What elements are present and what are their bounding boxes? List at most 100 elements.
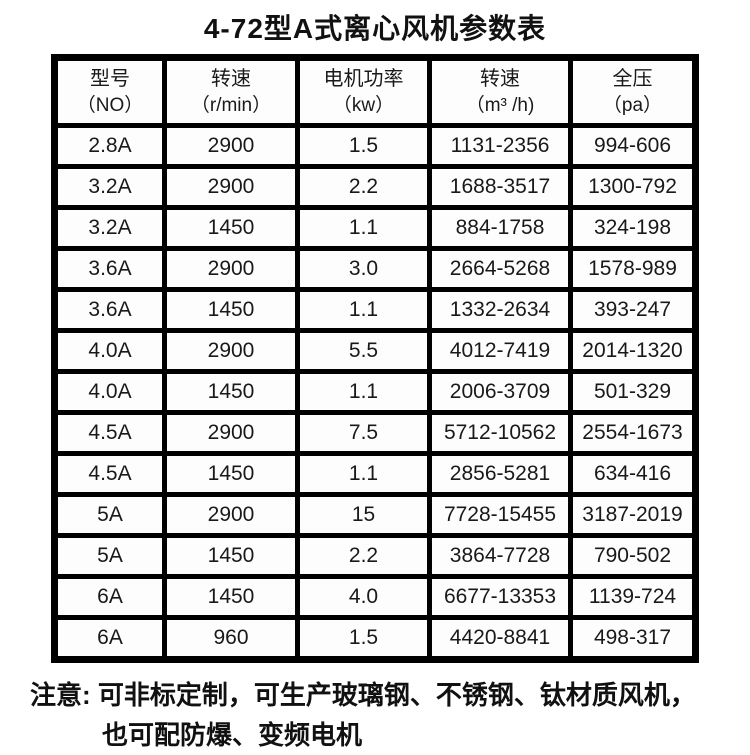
header-unit: （kw） — [332, 95, 395, 116]
table-cell: 2900 — [162, 123, 300, 169]
table-cell: 2.2 — [295, 533, 432, 579]
table-cell: 4420-8841 — [427, 615, 573, 662]
table-cell: 1332-2634 — [427, 287, 573, 333]
header-label: 电机功率 — [323, 68, 404, 90]
table-cell: 4012-7419 — [427, 328, 573, 374]
table-cell: 15 — [295, 492, 432, 538]
table-cell: 4.0 — [295, 574, 432, 620]
header-label: 型号 — [90, 68, 130, 90]
table-cell: 7728-15455 — [427, 492, 573, 538]
table-row: 3.2A 2900 2.2 1688-3517 1300-792 — [52, 164, 698, 210]
table-cell: 1300-792 — [568, 164, 698, 210]
fan-parameter-table: 型号 （NO） 转速 （r/min） 电机功率 （kw） 转速 （m³ /h) 全压 （pa） 2… — [51, 54, 699, 663]
header-cell-2: 电机功率 （kw） — [295, 55, 432, 128]
table-cell: 5712-10562 — [427, 410, 573, 456]
table-cell: 2006-3709 — [427, 369, 573, 415]
table-cell: 3.6A — [52, 246, 167, 292]
table-cell: 4.5A — [52, 451, 167, 497]
table-cell: 1.1 — [295, 451, 432, 497]
table-cell: 2900 — [162, 492, 300, 538]
table-row: 4.0A 1450 1.1 2006-3709 501-329 — [52, 369, 698, 415]
table-cell: 1450 — [162, 574, 300, 620]
page-title: 4-72型A式离心风机参数表 — [203, 13, 547, 44]
table-cell: 994-606 — [568, 123, 698, 169]
table-cell: 4.5A — [52, 410, 167, 456]
table-cell: 5A — [52, 492, 167, 538]
table-cell: 1450 — [162, 533, 300, 579]
header-label: 全压 — [612, 68, 653, 90]
table-cell: 2.2 — [295, 164, 432, 210]
table-cell: 3.2A — [52, 205, 167, 251]
table-row: 3.6A 1450 1.1 1332-2634 393-247 — [52, 287, 698, 333]
table-header-row: 型号 （NO） 转速 （r/min） 电机功率 （kw） 转速 （m³ /h) 全压 （pa） — [52, 55, 698, 128]
note-line-1: 注意: 可非标定制，可生产玻璃钢、不锈钢、钛材质风机， — [30, 680, 696, 710]
table-cell: 2014-1320 — [568, 328, 698, 374]
table-cell: 1450 — [162, 451, 300, 497]
table-cell: 2554-1673 — [568, 410, 698, 456]
header-cell-4: 全压 （pa） — [568, 55, 698, 128]
table-cell: 6A — [52, 615, 167, 662]
table-row: 6A 1450 4.0 6677-13353 1139-724 — [52, 574, 698, 620]
table-cell: 1688-3517 — [427, 164, 573, 210]
table-cell: 1.5 — [295, 615, 432, 662]
table-cell: 498-317 — [568, 615, 698, 662]
table-row: 3.6A 2900 3.0 2664-5268 1578-989 — [52, 246, 698, 292]
table-cell: 2900 — [162, 164, 300, 210]
table-cell: 1.5 — [295, 123, 432, 169]
table-row: 5A 2900 15 7728-15455 3187-2019 — [52, 492, 698, 538]
table-cell: 1.1 — [295, 205, 432, 251]
table-cell: 2900 — [162, 410, 300, 456]
header-cell-3: 转速 （m³ /h) — [427, 55, 573, 128]
table-cell: 1450 — [162, 205, 300, 251]
note-line-2: 也可配防爆、变频电机 — [102, 720, 363, 750]
header-label: 转速 — [480, 68, 520, 90]
table-cell: 1139-724 — [568, 574, 698, 620]
table-cell: 2856-5281 — [427, 451, 573, 497]
table-cell: 2.8A — [52, 123, 167, 169]
header-unit: （r/min） — [190, 95, 272, 116]
table-row: 3.2A 1450 1.1 884-1758 324-198 — [52, 205, 698, 251]
header-cell-1: 转速 （r/min） — [162, 55, 300, 128]
table-row: 2.8A 2900 1.5 1131-2356 994-606 — [52, 123, 698, 169]
header-label: 转速 — [211, 68, 251, 90]
table-cell: 2900 — [162, 328, 300, 374]
table-cell: 4.0A — [52, 369, 167, 415]
table-cell: 3.2A — [52, 164, 167, 210]
header-unit: （NO） — [76, 95, 144, 116]
table-cell: 1450 — [162, 287, 300, 333]
table-cell: 5.5 — [295, 328, 432, 374]
table-cell: 393-247 — [568, 287, 698, 333]
table-cell: 324-198 — [568, 205, 698, 251]
table-cell: 1450 — [162, 369, 300, 415]
table-cell: 2664-5268 — [427, 246, 573, 292]
table-cell: 3.6A — [52, 287, 167, 333]
table-cell: 884-1758 — [427, 205, 573, 251]
table-row: 6A 960 1.5 4420-8841 498-317 — [52, 615, 698, 662]
table-cell: 3.0 — [295, 246, 432, 292]
table-cell: 6A — [52, 574, 167, 620]
table-cell: 3864-7728 — [427, 533, 573, 579]
table-cell: 501-329 — [568, 369, 698, 415]
table-cell: 634-416 — [568, 451, 698, 497]
table-cell: 1131-2356 — [427, 123, 573, 169]
table-cell: 1.1 — [295, 369, 432, 415]
table-row: 4.5A 1450 1.1 2856-5281 634-416 — [52, 451, 698, 497]
table-row: 4.5A 2900 7.5 5712-10562 2554-1673 — [52, 410, 698, 456]
table-cell: 2900 — [162, 246, 300, 292]
table-cell: 790-502 — [568, 533, 698, 579]
table-body: 2.8A 2900 1.5 1131-2356 994-606 3.2A 2900 2.2 16… — [52, 123, 698, 662]
header-unit: （m³ /h) — [465, 95, 535, 116]
header-cell-0: 型号 （NO） — [52, 55, 167, 128]
note-block: 注意: 可非标定制，可生产玻璃钢、不锈钢、钛材质风机， 也可配防爆、变频电机 — [30, 675, 750, 755]
header-unit: （pa） — [602, 95, 663, 116]
table-cell: 960 — [162, 615, 300, 662]
table-row: 4.0A 2900 5.5 4012-7419 2014-1320 — [52, 328, 698, 374]
table-cell: 4.0A — [52, 328, 167, 374]
table-row: 5A 1450 2.2 3864-7728 790-502 — [52, 533, 698, 579]
table-cell: 1.1 — [295, 287, 432, 333]
table-cell: 1578-989 — [568, 246, 698, 292]
table-cell: 5A — [52, 533, 167, 579]
table-cell: 7.5 — [295, 410, 432, 456]
table-cell: 6677-13353 — [427, 574, 573, 620]
